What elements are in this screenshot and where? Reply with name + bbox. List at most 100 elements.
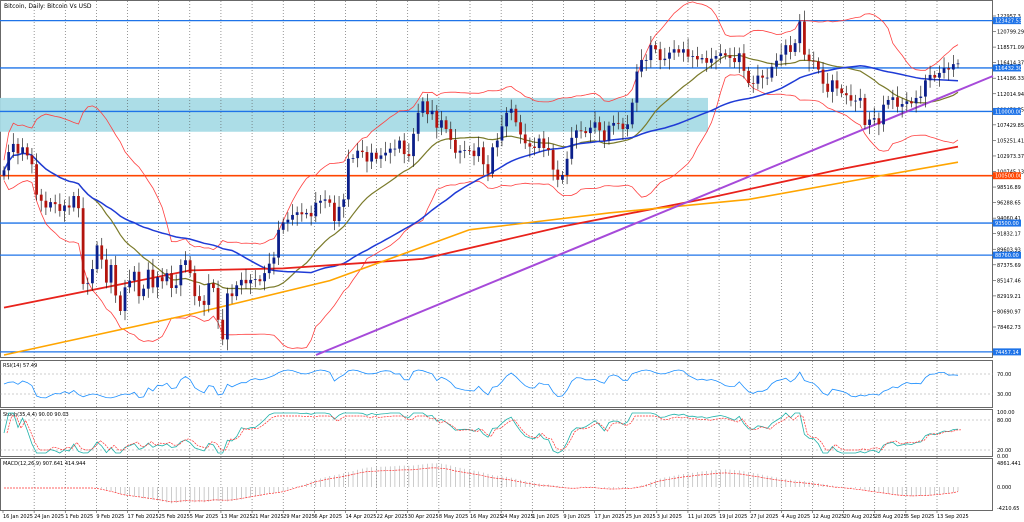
candle-body <box>891 97 895 100</box>
candle-body <box>900 104 904 107</box>
x-tick-label: 28 Aug 2025 <box>875 514 907 520</box>
y-tick-label: 112014.94 <box>997 92 1024 98</box>
candle-body <box>151 269 155 288</box>
candle-body <box>635 71 639 103</box>
candle-body <box>230 293 234 297</box>
candle-body <box>905 101 909 105</box>
y-tick-label: 107429.85 <box>997 123 1024 129</box>
y-tick-label: 82919.21 <box>997 294 1021 300</box>
indicator-label: MACD(12,26,9) 907.641 414.944 <box>3 461 86 467</box>
indicator-tick-label: 80.00 <box>997 418 1011 424</box>
candle-body <box>495 140 499 148</box>
candle-body <box>323 199 327 201</box>
price-tag-label: 74457.14 <box>995 350 1019 356</box>
candle-body <box>682 49 685 53</box>
x-tick-label: 11 Jul 2025 <box>688 514 716 520</box>
candle-body <box>216 288 220 320</box>
candle-body <box>561 175 564 180</box>
candle-body <box>854 100 858 102</box>
candle-body <box>793 43 797 52</box>
y-tick-label: 105251.41 <box>997 138 1024 144</box>
candle-body <box>25 147 29 156</box>
candle-body <box>91 269 94 284</box>
candle-body <box>872 118 876 120</box>
price-tag <box>993 17 1021 25</box>
ma100-line <box>3 161 959 356</box>
x-tick-label: 30 Apr 2025 <box>408 514 439 520</box>
candle-body <box>654 45 657 50</box>
candle-body <box>407 154 411 157</box>
indicator-tick-label: -4210.65 <box>997 506 1019 512</box>
candle-body <box>570 137 574 159</box>
y-tick-label: 114186.33 <box>997 76 1024 82</box>
candle-body <box>663 58 667 61</box>
candle-body <box>16 143 20 154</box>
candle-body <box>644 60 648 61</box>
candle-body <box>830 80 834 92</box>
candle-body <box>142 288 146 297</box>
candle-body <box>914 97 918 104</box>
candle-body <box>174 285 178 289</box>
candle-body <box>319 200 322 203</box>
candle-body <box>477 147 481 157</box>
price-tag-label: 100500.00 <box>995 174 1022 180</box>
x-tick-label: 29 Mar 2025 <box>283 514 315 520</box>
y-tick-label: 102973.37 <box>997 154 1024 160</box>
candle-body <box>337 206 341 222</box>
candle-body <box>951 64 955 70</box>
x-tick-label: 25 Jun 2025 <box>626 514 656 520</box>
candle-body <box>528 143 532 147</box>
candle-body <box>30 155 34 165</box>
candle-body <box>924 80 927 97</box>
candle-body <box>58 204 62 211</box>
price-tag <box>993 348 1021 356</box>
candle-body <box>170 273 173 289</box>
candle-body <box>640 60 643 72</box>
candle-body <box>789 45 792 52</box>
candle-body <box>104 259 108 283</box>
y-tick-label: 94060.41 <box>997 216 1021 222</box>
candle-body <box>505 112 508 127</box>
x-tick-label: 1 Jun 2025 <box>532 514 559 520</box>
candle-body <box>132 271 136 281</box>
x-tick-label: 5 Sep 2025 <box>906 514 935 520</box>
stoch-panel-frame <box>0 409 993 457</box>
candle-body <box>537 138 541 148</box>
candle-body <box>458 150 462 153</box>
candle-body <box>393 148 397 150</box>
chart-title: Bitcoin, Daily: Bitcoin Vs USD <box>4 3 92 10</box>
candle-body <box>700 58 704 60</box>
candle-body <box>351 158 355 159</box>
candle-body <box>630 102 634 125</box>
candle-body <box>686 49 690 57</box>
price-tag <box>993 219 1021 227</box>
lower-band <box>3 74 959 349</box>
candle-body <box>588 127 592 134</box>
candle-body <box>919 96 923 98</box>
candle-body <box>2 170 6 176</box>
candle-body <box>658 49 662 61</box>
candle-body <box>723 53 727 56</box>
x-tick-label: 17 Jun 2025 <box>595 514 625 520</box>
candle-body <box>579 130 583 132</box>
candle-body <box>72 196 76 208</box>
indicator-tick-label: 100.00 <box>997 410 1015 416</box>
candle-body <box>616 122 620 124</box>
y-tick-label: 116414.37 <box>997 61 1024 67</box>
candle-body <box>416 112 420 134</box>
price-tag <box>993 251 1021 259</box>
candle-body <box>295 212 299 215</box>
candle-body <box>486 164 490 174</box>
x-tick-label: 25 Feb 2025 <box>159 514 190 520</box>
macd-signal-line <box>4 467 959 503</box>
candle-body <box>184 260 187 266</box>
candle-body <box>784 45 788 55</box>
x-tick-label: 16 Jan 2025 <box>3 514 33 520</box>
candle-body <box>207 283 211 305</box>
candle-body <box>277 229 280 258</box>
price-tag-label: 88760.00 <box>995 253 1019 259</box>
candle-body <box>933 74 937 78</box>
y-tick-label: 122957.3 <box>997 14 1021 20</box>
x-tick-label: 24 Jan 2025 <box>34 514 64 520</box>
price-tag <box>993 172 1021 180</box>
